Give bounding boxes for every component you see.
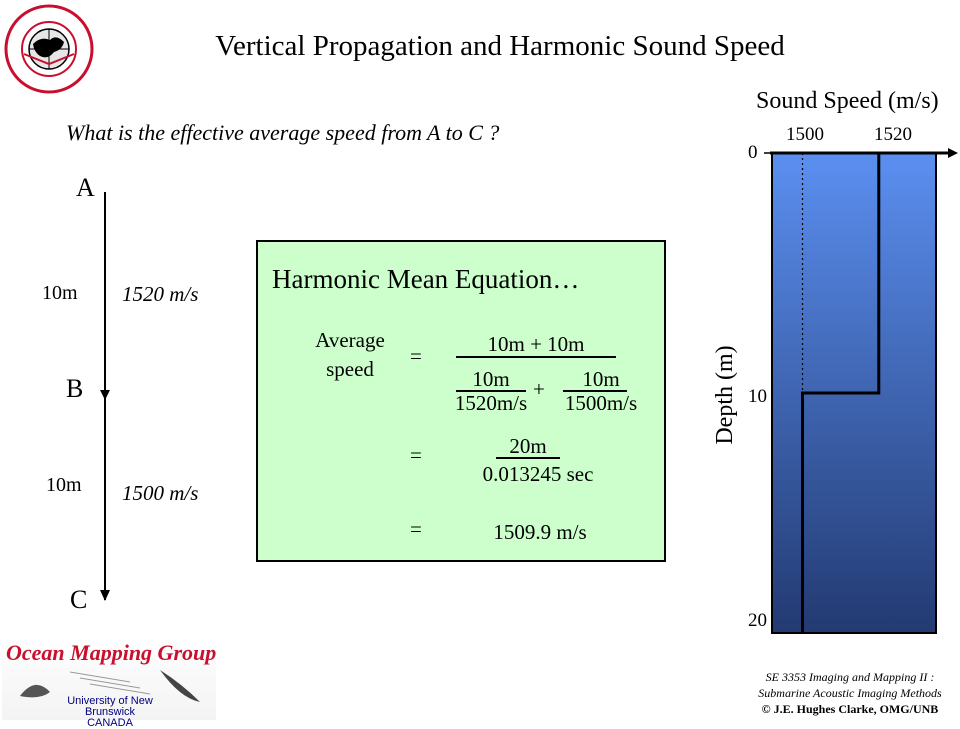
x-axis-arrow-icon: [948, 148, 958, 158]
course-line-2: Submarine Acoustic Imaging Methods: [740, 686, 960, 701]
country-label: CANADA: [87, 717, 133, 729]
copyright: © J.E. Hughes Clarke, OMG/UNB: [740, 702, 960, 717]
university-name: University of New Brunswick CANADA: [50, 696, 170, 729]
university-label: University of New Brunswick: [67, 695, 153, 718]
course-line-1: SE 3353 Imaging and Mapping II :: [740, 670, 960, 685]
